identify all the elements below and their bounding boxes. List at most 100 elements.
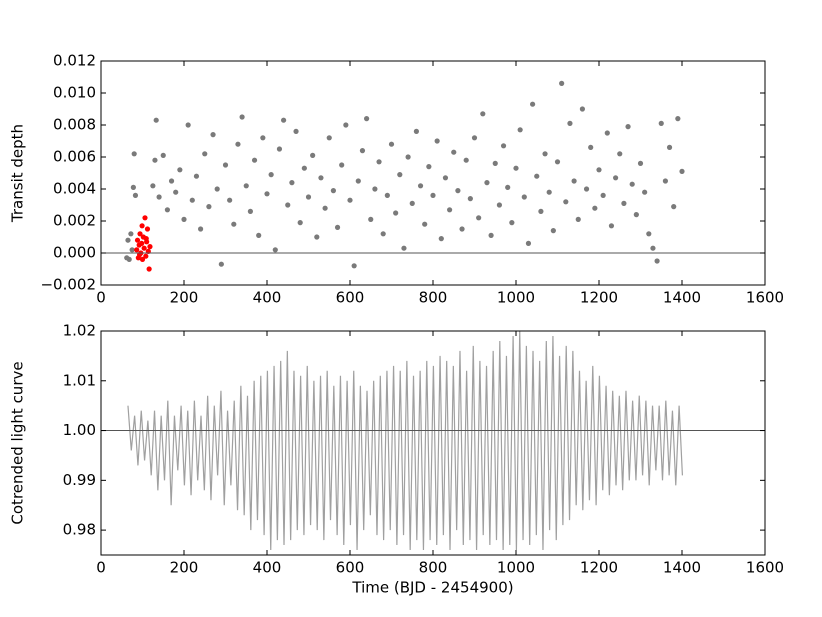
point: [272, 247, 278, 253]
point: [625, 124, 631, 130]
point: [260, 135, 266, 141]
point: [583, 186, 590, 192]
point: [129, 247, 135, 253]
point: [546, 189, 552, 195]
point: [434, 138, 440, 144]
x-tick-label: 1200: [580, 289, 618, 307]
point: [152, 157, 158, 163]
point: [500, 143, 507, 149]
x-tick-label: 0: [96, 559, 106, 577]
point: [214, 186, 220, 192]
point: [364, 116, 370, 122]
x-tick-label: 1600: [746, 559, 784, 577]
point: [671, 204, 677, 210]
x-tick-label: 1400: [663, 289, 701, 307]
point: [137, 231, 143, 237]
axes-frame: [100, 60, 766, 286]
point: [422, 221, 428, 227]
point: [301, 165, 307, 171]
point: [650, 245, 656, 251]
point: [534, 173, 540, 179]
point: [521, 194, 527, 200]
point: [496, 202, 502, 208]
point: [675, 116, 681, 122]
point: [629, 181, 635, 187]
point: [596, 167, 602, 173]
point: [617, 151, 623, 157]
point: [334, 224, 341, 230]
point: [405, 154, 411, 160]
point: [608, 223, 615, 229]
point: [476, 215, 482, 221]
point: [621, 200, 627, 206]
point: [347, 197, 353, 203]
point: [447, 207, 453, 213]
plot-area: [101, 80, 765, 272]
point: [144, 226, 151, 232]
point: [525, 240, 532, 246]
x-tick-label: 600: [336, 289, 365, 307]
point: [368, 216, 374, 222]
point: [459, 226, 465, 232]
y-tick-label: 0.008: [53, 116, 96, 134]
point: [559, 80, 565, 86]
point: [604, 130, 610, 136]
point: [218, 261, 224, 267]
x-tick-label: 200: [170, 559, 199, 577]
point: [139, 240, 145, 246]
point: [206, 204, 212, 210]
point: [592, 205, 598, 211]
point: [132, 192, 139, 198]
point: [239, 114, 245, 120]
y-tick-label: 1.01: [63, 371, 96, 389]
point: [251, 157, 258, 163]
point: [168, 178, 175, 184]
point: [193, 173, 200, 179]
point: [222, 162, 229, 168]
y-axis-label: Cotrended light curve: [9, 361, 27, 524]
plot-area: [101, 331, 765, 551]
point: [131, 151, 137, 157]
point: [413, 128, 419, 134]
point: [355, 178, 361, 184]
point: [600, 192, 606, 198]
point: [642, 189, 648, 195]
point: [310, 152, 316, 158]
point: [430, 192, 436, 198]
point: [484, 180, 490, 186]
point: [177, 167, 183, 173]
point: [134, 247, 140, 253]
point: [156, 194, 162, 200]
point: [139, 256, 146, 262]
point: [571, 178, 577, 184]
point: [202, 151, 208, 157]
point: [351, 263, 357, 269]
point: [150, 183, 156, 189]
y-tick-label: 0.99: [63, 471, 96, 489]
point: [247, 208, 253, 214]
point: [488, 232, 494, 238]
point: [554, 159, 561, 165]
point: [139, 223, 145, 229]
point: [666, 144, 673, 150]
point: [343, 122, 349, 128]
point: [633, 212, 639, 218]
point: [146, 266, 152, 272]
x-tick-label: 1200: [580, 559, 618, 577]
point: [637, 160, 644, 166]
axes-frame: [100, 330, 766, 556]
point: [276, 146, 283, 152]
point: [285, 202, 291, 208]
x-tick-label: 800: [419, 289, 448, 307]
point: [492, 160, 498, 166]
point: [281, 117, 287, 123]
point: [125, 237, 131, 243]
point: [455, 188, 461, 194]
point: [126, 256, 132, 262]
light-curve: [127, 331, 684, 551]
y-tick-label: 0.000: [53, 244, 96, 262]
point: [189, 197, 195, 203]
point: [471, 135, 478, 141]
x-tick-label: 400: [253, 559, 282, 577]
point: [153, 117, 159, 123]
